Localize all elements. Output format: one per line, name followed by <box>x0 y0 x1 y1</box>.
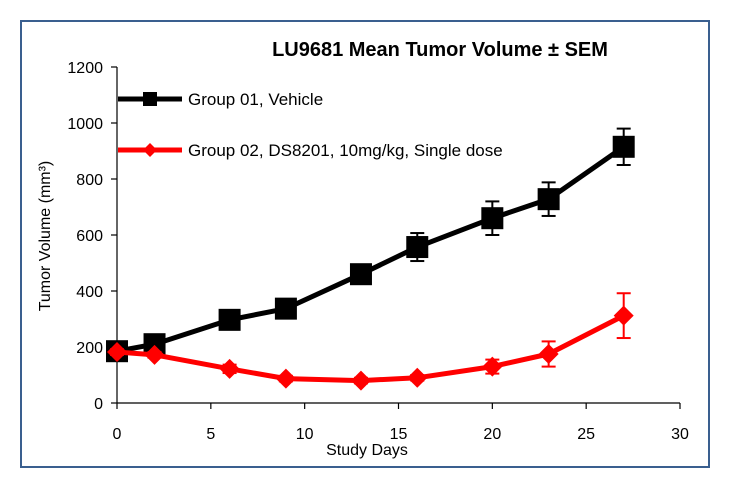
y-tick-label: 1000 <box>67 116 103 133</box>
x-tick-label: 15 <box>390 426 408 443</box>
data-point <box>274 297 297 320</box>
y-tick-label: 200 <box>76 340 103 357</box>
data-point <box>407 367 428 388</box>
data-point <box>218 308 241 331</box>
series-2 <box>107 292 634 391</box>
chart-title: LU9681 Mean Tumor Volume ± SEM <box>272 39 608 61</box>
data-point <box>406 236 429 259</box>
x-tick-label: 0 <box>113 426 122 443</box>
x-tick-label: 20 <box>483 426 501 443</box>
data-point <box>481 207 504 230</box>
data-point <box>219 358 240 379</box>
data-point <box>482 356 503 377</box>
data-point <box>144 344 165 365</box>
legend: Group 01, Vehicle Group 02, DS8201, 10mg/… <box>118 90 503 160</box>
y-tick-label: 400 <box>76 284 103 301</box>
legend-marker <box>143 92 157 106</box>
data-point <box>613 305 634 326</box>
y-tick-label: 1200 <box>67 60 103 77</box>
axes: 0 200 400 600 800 1000 1200 0 5 10 15 20 25 30 <box>67 60 689 443</box>
legend-item-1: Group 01, Vehicle <box>118 90 323 109</box>
legend-item-2: Group 02, DS8201, 10mg/kg, Single dose <box>118 141 503 160</box>
series-line <box>116 144 626 354</box>
y-tick-label: 800 <box>76 172 103 189</box>
data-point <box>538 344 559 364</box>
data-point <box>350 370 371 391</box>
data-point <box>275 368 296 389</box>
y-tick-label: 600 <box>76 228 103 245</box>
data-point <box>143 333 166 356</box>
x-tick-label: 5 <box>206 426 215 443</box>
series-layer <box>106 127 635 391</box>
legend-marker <box>143 143 157 157</box>
data-point <box>537 188 560 211</box>
x-tick-label: 30 <box>671 426 689 443</box>
x-tick-label: 25 <box>577 426 595 443</box>
series-1 <box>106 127 635 363</box>
x-tick-label: 10 <box>296 426 314 443</box>
data-point <box>349 263 372 286</box>
legend-label: Group 01, Vehicle <box>188 90 323 109</box>
data-point <box>107 342 127 363</box>
y-axis-label: Tumor Volume (mm³) <box>37 161 54 312</box>
data-point <box>612 135 635 158</box>
chart-frame <box>20 20 710 468</box>
legend-label: Group 02, DS8201, 10mg/kg, Single dose <box>188 141 503 160</box>
x-axis-label: Study Days <box>326 442 408 459</box>
y-tick-label: 0 <box>94 396 103 413</box>
